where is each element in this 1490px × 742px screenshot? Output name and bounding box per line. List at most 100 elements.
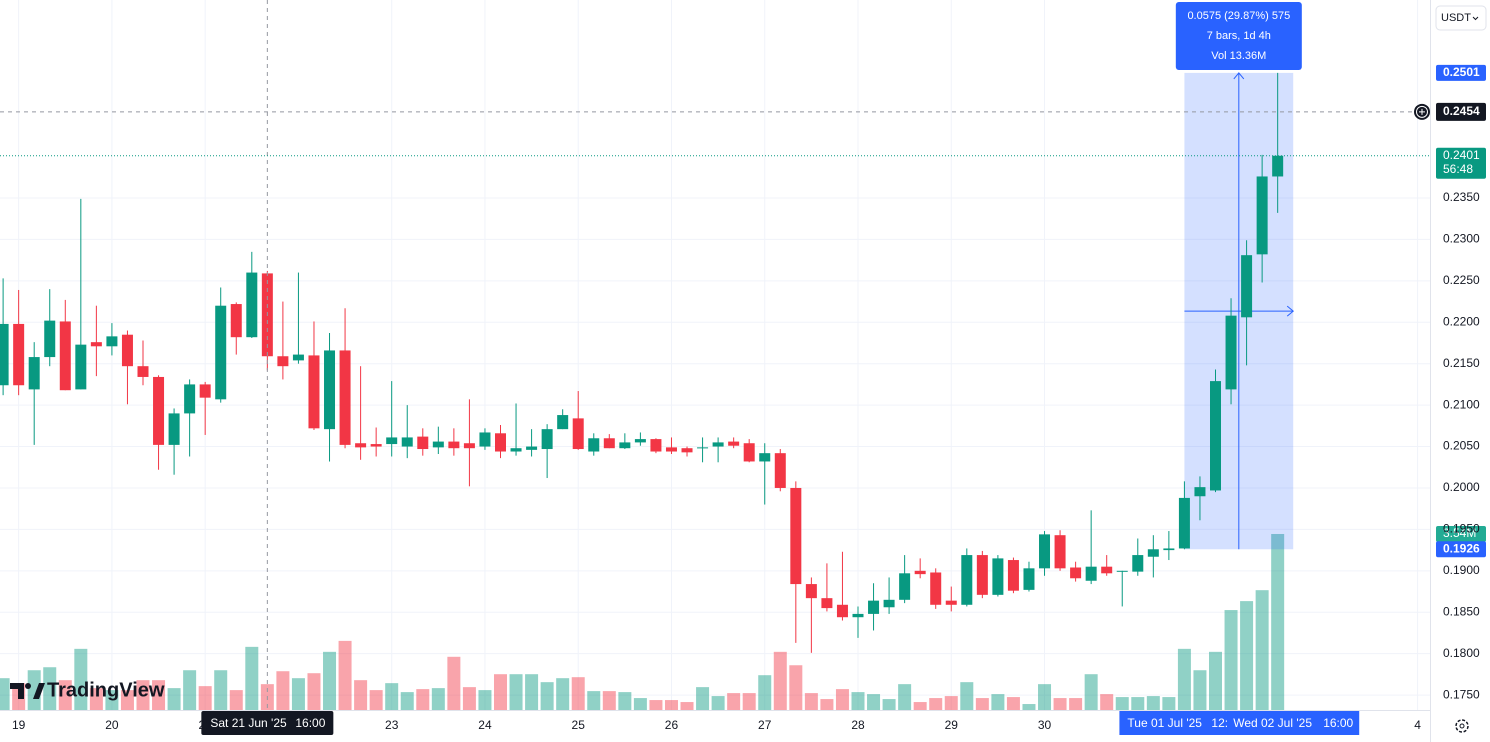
volume-bar	[1224, 610, 1238, 710]
volume-bar	[276, 671, 290, 710]
volume-bar	[74, 648, 88, 710]
candle-body	[728, 441, 740, 446]
x-tick-label: 21	[198, 718, 212, 732]
volume-bar	[152, 680, 166, 710]
candle-body	[697, 447, 709, 449]
crosshair-date: Sat 21 Jun '25	[210, 716, 287, 730]
volume-bar	[43, 667, 57, 710]
volume-bar	[882, 699, 896, 710]
currency-button-box[interactable]	[1435, 5, 1487, 31]
volume-bar	[975, 698, 989, 710]
volume-bar	[1022, 704, 1036, 710]
candle-body	[13, 323, 25, 386]
volume-bar	[136, 680, 150, 710]
watermark: TradingView	[10, 679, 165, 701]
candle-body	[526, 446, 538, 450]
volume-bar	[0, 678, 10, 710]
volume-bar	[1084, 674, 1098, 710]
x-tick-label: 24	[478, 718, 492, 732]
volume-bar	[229, 690, 243, 710]
candle-body	[868, 600, 880, 614]
candle-body	[945, 600, 957, 605]
measure-start-date: Tue 01 Jul '25	[1127, 716, 1202, 730]
candle-body	[230, 304, 242, 338]
candle-body	[1194, 487, 1206, 497]
candle-body	[401, 437, 413, 447]
volume-bar	[354, 680, 368, 710]
y-tick-label: 0.1900	[1443, 563, 1480, 577]
candle-body	[59, 321, 71, 391]
grid	[0, 0, 1430, 710]
candle-body	[184, 384, 196, 414]
candle-body	[541, 429, 553, 450]
volume-bar	[587, 691, 601, 710]
y-tick-label: 0.1850	[1443, 604, 1480, 618]
arrow-head	[1286, 305, 1295, 317]
candle-body	[370, 444, 382, 447]
candle-body	[1256, 176, 1268, 255]
candle-body	[0, 323, 9, 386]
volume-bar	[1038, 684, 1052, 710]
candle-body	[1116, 570, 1128, 572]
volume-bar	[214, 670, 228, 710]
candle-body	[1039, 534, 1051, 569]
measure-area	[1184, 72, 1295, 550]
volume-bar	[633, 698, 647, 710]
candle-body	[479, 432, 491, 447]
candle-body	[1085, 566, 1097, 581]
volume-bar	[835, 689, 849, 710]
volume-bar	[820, 699, 834, 710]
measure-text: 7 bars, 1d 4h	[1207, 30, 1271, 42]
candle-body	[448, 441, 460, 449]
volume-bar	[494, 674, 507, 710]
candle-body	[1163, 548, 1175, 551]
crosshair-time-box	[201, 711, 334, 735]
candle-body	[75, 344, 87, 390]
volume-bar	[431, 688, 445, 710]
volume-bar	[711, 696, 725, 710]
volume-bar	[447, 656, 461, 710]
candle-body	[759, 453, 771, 462]
add-alert-plus	[1419, 108, 1425, 115]
settings-button[interactable]	[1455, 719, 1469, 733]
gear[interactable]	[1455, 719, 1469, 733]
candle-body	[1147, 549, 1159, 557]
y-tick-label: 0.1950	[1443, 522, 1480, 536]
y-tick-label: 0.2350	[1443, 190, 1480, 204]
currency-label[interactable]: USDT	[1441, 12, 1471, 24]
measure-bottom-price: 0.1926	[1443, 541, 1480, 555]
volume-bar	[183, 670, 197, 710]
candle-body	[883, 599, 895, 608]
candle-body	[681, 448, 693, 453]
candle-body	[665, 447, 677, 452]
volume-bar	[602, 691, 616, 710]
crosshair-price-box	[1436, 102, 1486, 121]
x-tick-label: 23	[385, 718, 399, 732]
measure-end-box	[1227, 711, 1360, 735]
candle-body	[821, 598, 833, 609]
crosshair-time: 16:00	[295, 716, 325, 730]
chevron	[1472, 16, 1479, 21]
candle-body	[215, 305, 227, 400]
candle-body	[1007, 560, 1019, 591]
volume-bar	[245, 646, 259, 710]
currency-button[interactable]: USDT	[1435, 5, 1487, 31]
volume-bar	[1271, 533, 1285, 710]
candle-body	[463, 443, 475, 449]
candle-body	[774, 453, 786, 488]
last-price-box	[1436, 147, 1486, 179]
measure-bottom-price-box	[1436, 541, 1486, 558]
candle-body	[914, 570, 926, 575]
candle-body	[805, 584, 817, 599]
arrow-head	[1233, 72, 1245, 80]
logo-slash	[33, 683, 45, 699]
x-tick-label: 25	[572, 718, 586, 732]
volume-bar	[291, 678, 305, 710]
volume-bar	[307, 673, 321, 710]
volume-bar	[105, 690, 119, 710]
candle-body	[106, 336, 118, 347]
watermark-text: TradingView	[47, 679, 165, 701]
candle-body	[386, 437, 398, 445]
volume-bar	[789, 665, 803, 710]
